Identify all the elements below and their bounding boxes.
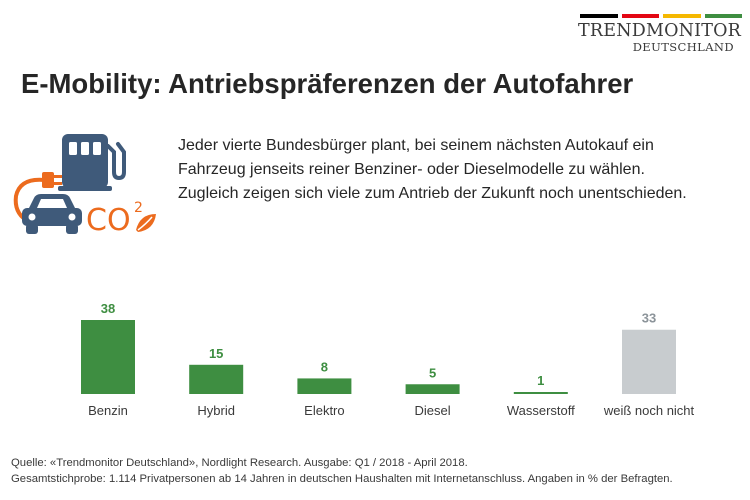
car-icon [22,194,82,234]
co2-leaf-icon: CO 2 [86,200,156,238]
value-label: 38 [101,301,115,316]
brand-bar-red [621,14,659,18]
bar-hybrid [189,364,244,394]
brand-name: TRENDMONITOR [578,21,742,41]
page-title: E-Mobility: Antriebspräferenzen der Auto… [21,68,634,99]
value-label: 5 [429,365,436,380]
bar-benzin [81,320,135,394]
value-label: 8 [321,359,328,374]
category-label: weiß noch nicht [603,403,695,418]
brand-bar-black [580,14,618,18]
category-label: Elektro [304,403,344,418]
bar-elektro [297,378,352,394]
category-label: Diesel [415,403,451,418]
value-label: 15 [209,346,223,361]
svg-text:2: 2 [134,200,143,216]
bar-diesel [405,384,460,394]
value-label: 1 [537,373,544,388]
fuel-pump-icon [58,134,126,191]
brand-color-bars [580,14,742,18]
intro-text: Jeder vierte Bundesbürger plant, bei sei… [178,137,687,202]
svg-text:CO: CO [86,203,131,238]
drive-preference-bar-chart: 38 Benzin 15 Hybrid 8 Elektro 5 Diesel 1 Wasserst… [81,301,695,418]
value-label: 33 [642,311,656,326]
category-label: Benzin [88,403,128,418]
sample-line: Gesamtstichprobe: 1.114 Privatpersonen a… [11,473,673,485]
category-label: Wasserstoff [507,403,575,418]
charging-plug-icon [13,172,62,222]
emobility-illustration: CO 2 [13,134,156,238]
brand-subtitle: DEUTSCHLAND [632,40,734,54]
brand-logo: TRENDMONITOR DEUTSCHLAND [578,14,742,54]
bar-wei-noch-nicht [622,329,676,394]
brand-bar-yellow [663,14,701,18]
brand-bar-green [704,14,742,18]
bar-wasserstoff [513,392,568,394]
source-footer: Quelle: «Trendmonitor Deutschland», Nord… [11,455,673,487]
source-line: Quelle: «Trendmonitor Deutschland», Nord… [11,457,468,469]
category-label: Hybrid [197,403,235,418]
